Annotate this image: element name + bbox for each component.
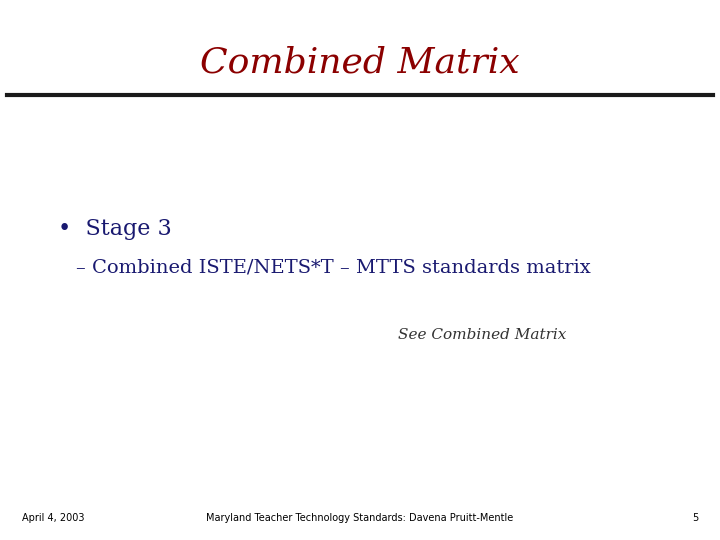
Text: April 4, 2003: April 4, 2003 — [22, 514, 84, 523]
Text: – Combined ISTE/NETS*T – MTTS standards matrix: – Combined ISTE/NETS*T – MTTS standards … — [76, 258, 590, 276]
Text: Combined Matrix: Combined Matrix — [200, 45, 520, 79]
Text: Maryland Teacher Technology Standards: Davena Pruitt-Mentle: Maryland Teacher Technology Standards: D… — [207, 514, 513, 523]
Text: See Combined Matrix: See Combined Matrix — [398, 328, 567, 342]
Text: 5: 5 — [692, 514, 698, 523]
Text: •  Stage 3: • Stage 3 — [58, 219, 171, 240]
